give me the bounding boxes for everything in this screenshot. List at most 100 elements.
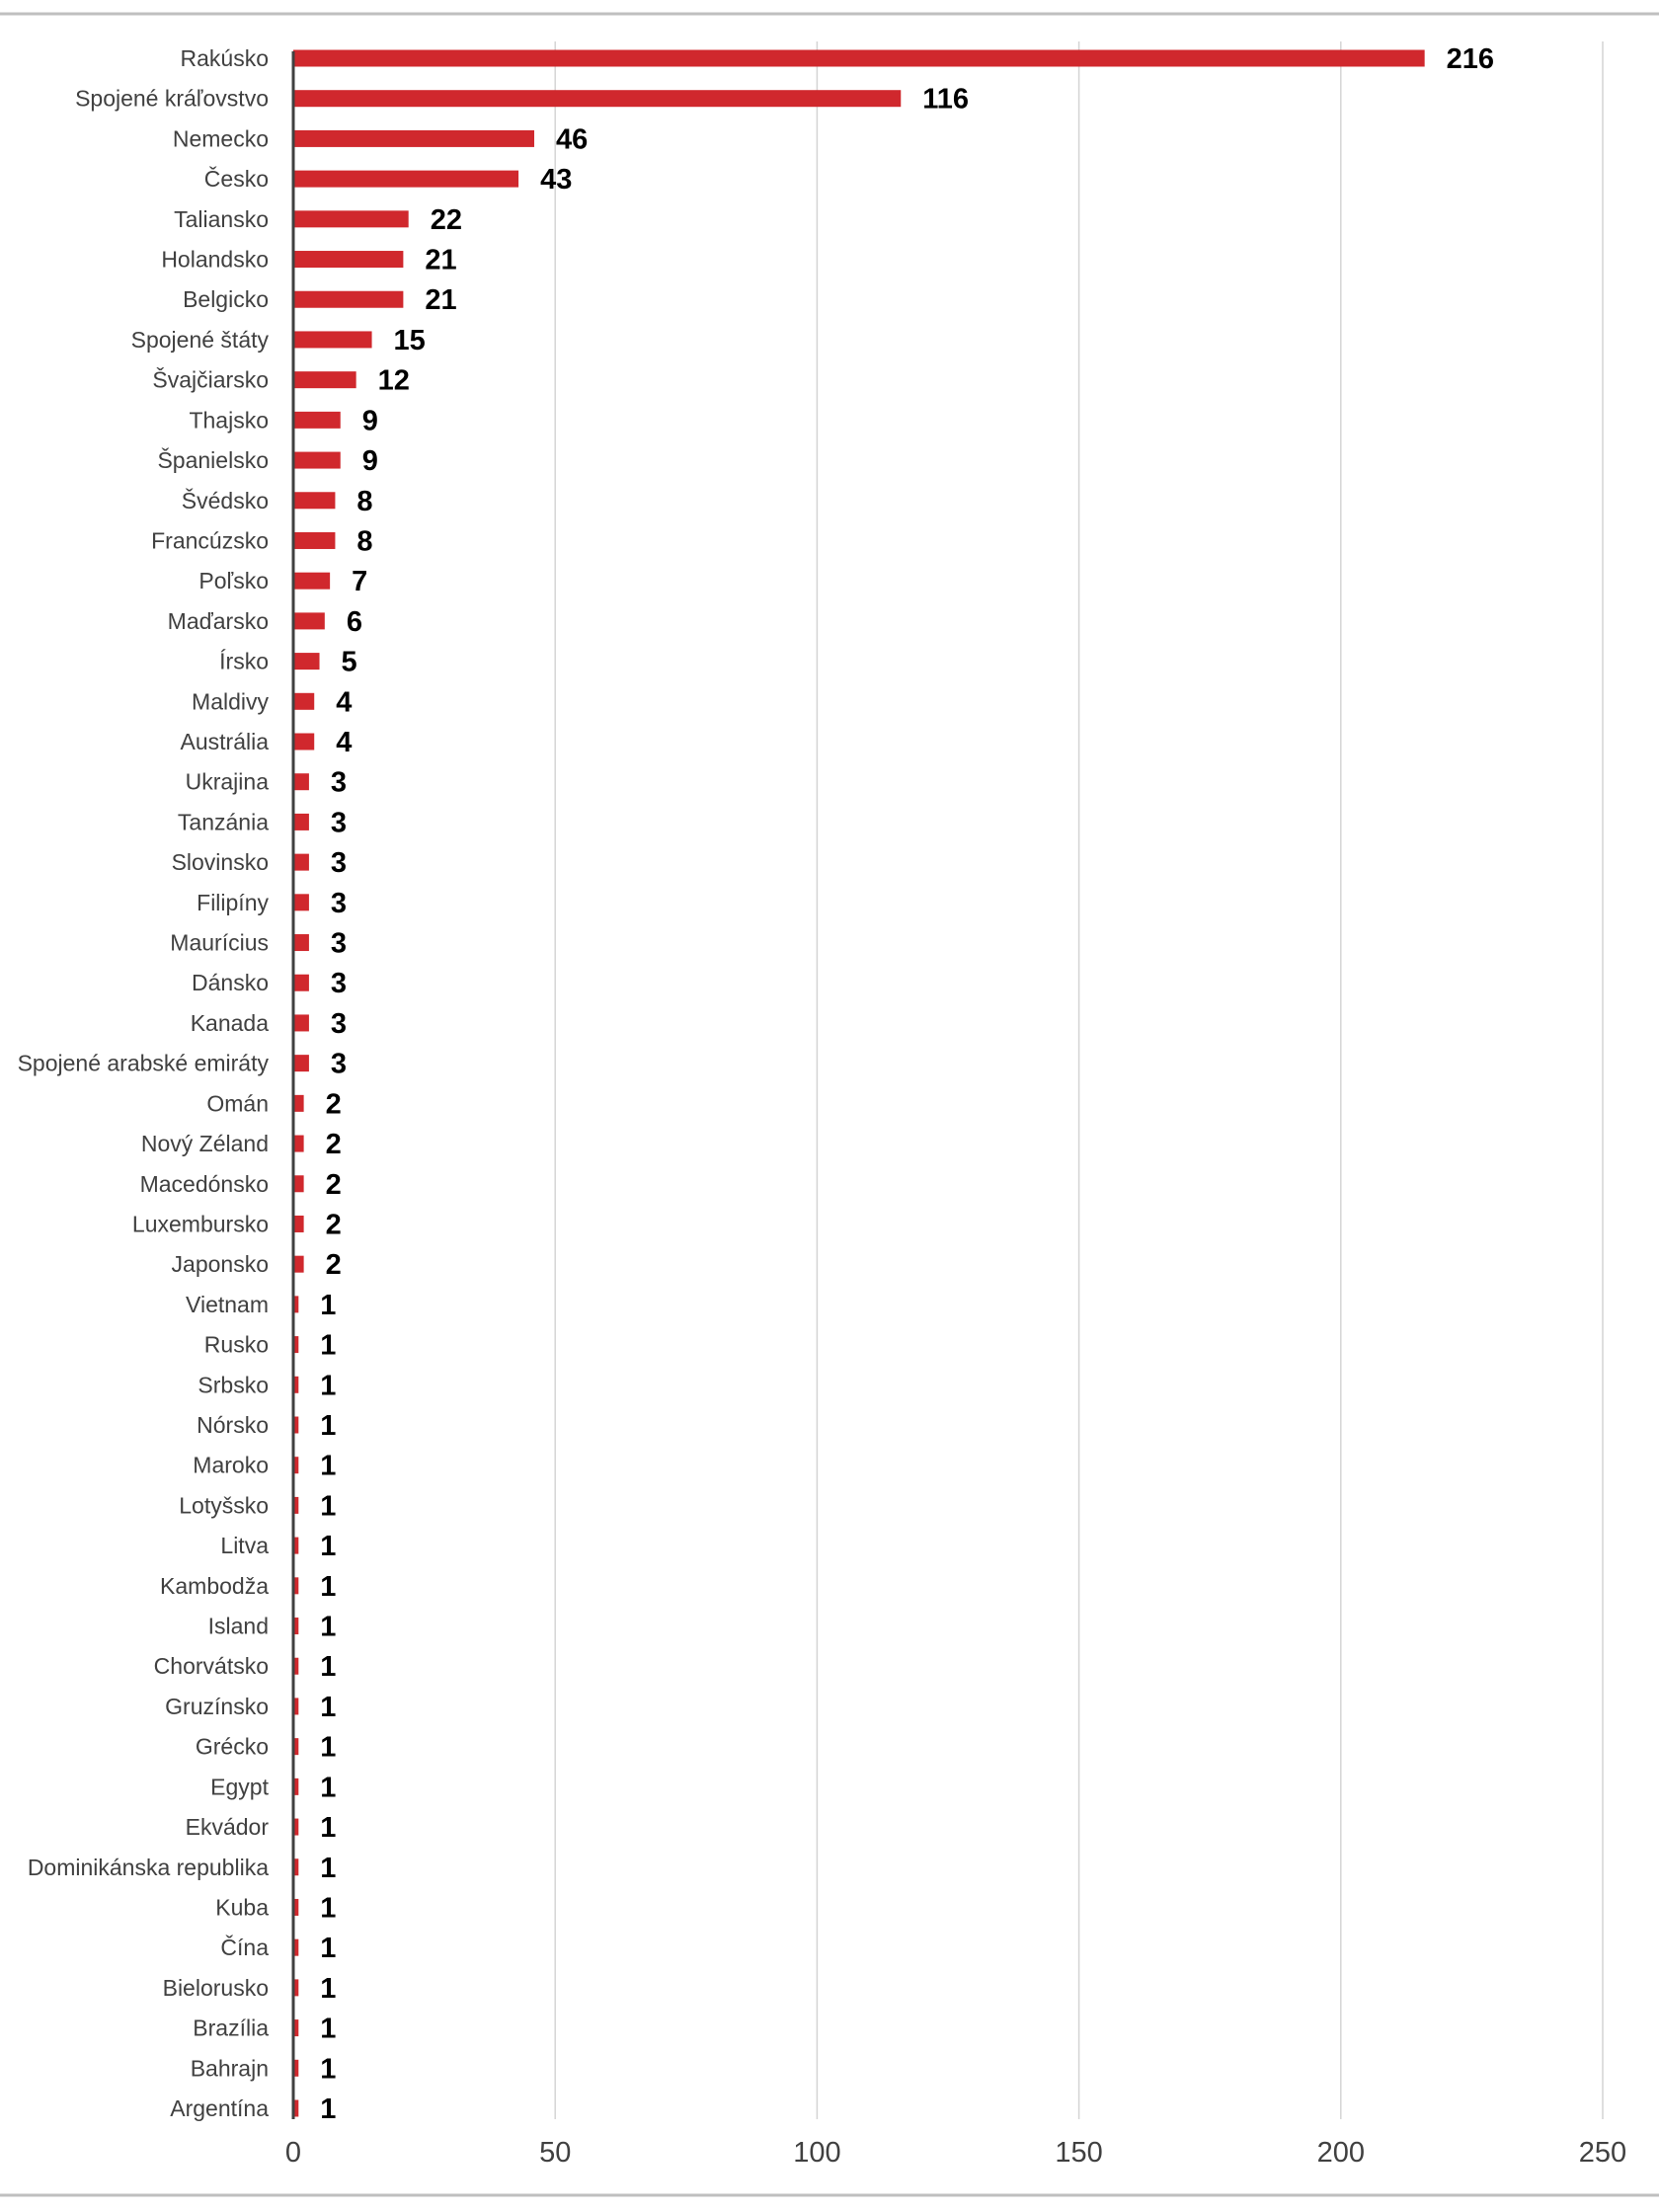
category-label: Luxembursko [132,1211,269,1236]
bar [293,1175,304,1193]
data-label: 46 [556,123,588,155]
bar [293,1296,299,1313]
bar [293,251,404,269]
data-label: 6 [347,606,362,638]
bar [293,773,309,791]
category-label: Japonsko [172,1251,269,1277]
data-label: 2 [326,1129,342,1160]
data-label: 8 [356,486,372,517]
category-label: Írsko [219,649,269,674]
category-label: Maďarsko [168,608,269,634]
bar [293,1979,299,1997]
category-label: Francúzsko [151,527,269,553]
category-label: Filipíny [197,890,269,915]
category-label: Čína [220,1934,269,1960]
category-label: Spojené kráľovstvo [75,86,269,112]
category-label: Gruzínsko [165,1694,269,1719]
category-label: Austrália [181,729,270,754]
data-label: 1 [320,1651,336,1683]
bar [293,1135,304,1152]
data-label: 7 [352,566,367,597]
bar [293,653,320,671]
data-label: 1 [320,1892,336,1924]
category-label: Švajčiarsko [152,366,269,393]
category-label: Spojené štáty [131,327,270,353]
bar [293,733,315,750]
category-label: Vietnam [186,1292,269,1317]
data-label: 1 [320,2014,336,2045]
bar [293,1938,299,1956]
data-label: 1 [320,1330,336,1362]
data-label: 1 [320,1451,336,1482]
bar [293,170,519,188]
category-label: Nový Zéland [141,1131,269,1156]
category-label: Holandsko [161,247,269,273]
bar [293,331,372,349]
x-tick-label: 150 [1055,2137,1102,2169]
bar [293,1698,299,1715]
data-label: 1 [320,1370,336,1401]
bar [293,2099,299,2117]
category-label: Dominikánska republika [28,1855,269,1880]
bar [293,411,341,429]
bar [293,290,404,308]
bar [293,371,356,389]
data-label: 4 [336,686,352,718]
category-label: Brazília [193,2015,269,2041]
data-label: 1 [320,2053,336,2085]
data-label: 1 [320,1410,336,1442]
gridlines [554,41,1604,2119]
category-label: Česko [204,165,269,192]
category-label: Taliansko [174,206,269,232]
bar [293,451,341,469]
x-tick-label: 50 [539,2137,571,2169]
bar [293,974,309,991]
category-label: Maldivy [192,688,269,714]
category-label: Litva [220,1533,269,1558]
bar [293,1618,299,1635]
bar [293,853,309,871]
category-label: Kanada [191,1010,270,1036]
bar [293,210,409,228]
category-label: Island [208,1614,269,1639]
bar [293,1818,299,1836]
category-label: Bielorusko [163,1975,269,2001]
category-label: Nemecko [173,125,269,151]
category-label: Kuba [215,1894,269,1920]
category-label: Maurícius [170,930,269,956]
category-label: Tanzánia [178,809,269,834]
data-label: 1 [320,1571,336,1603]
category-label: Ekvádor [186,1814,270,1840]
value-labels: 2161164643222121151299887654433333333222… [320,43,1494,2125]
bar [293,1336,299,1354]
bar [293,1858,299,1876]
category-label: Slovinsko [172,849,269,875]
category-label: Nórsko [197,1412,269,1438]
data-label: 1 [320,1531,336,1562]
data-label: 1 [320,1290,336,1321]
category-label: Španielsko [157,446,269,473]
category-label: Srbsko [198,1372,269,1397]
data-label: 5 [342,647,357,678]
bar [293,49,1425,67]
bar [293,531,336,549]
bars [293,49,1425,2117]
category-label: Švédsko [182,487,269,514]
bar [293,572,331,590]
data-label: 1 [320,1772,336,1803]
bar [293,492,336,510]
category-label: Argentína [170,2095,269,2121]
data-label: 1 [320,1933,336,1964]
bar [293,1255,304,1273]
category-label: Egypt [210,1774,269,1799]
category-label: Kambodža [160,1573,269,1599]
bar [293,612,325,630]
data-label: 2 [326,1169,342,1201]
data-label: 43 [540,164,572,196]
category-label: Macedónsko [140,1171,269,1197]
x-tick-label: 0 [285,2137,301,2169]
category-label: Omán [206,1090,269,1116]
category-label: Dánsko [192,970,269,995]
data-label: 1 [320,1853,336,1884]
